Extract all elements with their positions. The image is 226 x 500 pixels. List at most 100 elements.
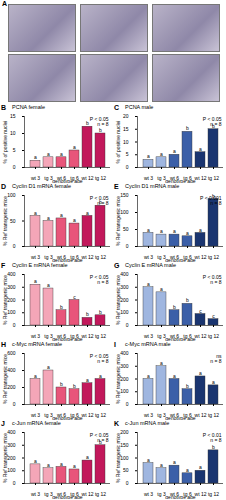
svg-text:20: 20 xyxy=(123,113,129,119)
svg-text:wt 3: wt 3 xyxy=(31,412,40,418)
svg-text:b: b xyxy=(60,381,63,387)
svg-text:300: 300 xyxy=(7,284,16,290)
svg-text:50: 50 xyxy=(10,218,16,224)
svg-text:150: 150 xyxy=(120,442,129,448)
svg-text:200: 200 xyxy=(120,376,129,382)
svg-text:a: a xyxy=(47,364,50,370)
svg-text:% Ref transgenic mice: % Ref transgenic mice xyxy=(115,196,121,246)
svg-text:0: 0 xyxy=(126,401,129,407)
svg-text:genotype age: genotype age xyxy=(52,257,83,263)
svg-text:a: a xyxy=(173,148,176,154)
svg-text:wt 3: wt 3 xyxy=(144,412,153,418)
svg-text:a: a xyxy=(73,144,76,150)
svg-text:tg 12: tg 12 xyxy=(208,333,219,339)
svg-text:wt 3: wt 3 xyxy=(31,254,40,260)
svg-text:50: 50 xyxy=(123,226,129,232)
svg-text:b: b xyxy=(86,311,89,317)
svg-text:a: a xyxy=(34,373,37,379)
svg-text:P < 0.05n = 8: P < 0.05n = 8 xyxy=(90,353,109,364)
svg-text:a: a xyxy=(160,228,163,234)
svg-text:a: a xyxy=(173,459,176,465)
svg-text:a: a xyxy=(147,227,150,233)
svg-text:tg 12: tg 12 xyxy=(208,254,219,260)
svg-text:a: a xyxy=(212,379,215,385)
svg-text:0: 0 xyxy=(126,243,129,249)
svg-text:wt 3: wt 3 xyxy=(144,333,153,339)
svg-text:% Ref transgenic mice: % Ref transgenic mice xyxy=(115,354,121,404)
svg-text:300: 300 xyxy=(120,284,129,290)
svg-text:genotype age: genotype age xyxy=(52,336,83,342)
svg-text:a: a xyxy=(60,151,63,157)
svg-text:0: 0 xyxy=(126,480,129,486)
svg-text:a: a xyxy=(34,210,37,216)
svg-text:10: 10 xyxy=(10,130,16,136)
svg-text:% Ref transgenic mice: % Ref transgenic mice xyxy=(2,354,8,404)
svg-text:400: 400 xyxy=(7,367,16,373)
svg-text:200: 200 xyxy=(7,384,16,390)
svg-text:b: b xyxy=(86,120,89,126)
svg-text:400: 400 xyxy=(7,429,16,435)
svg-text:0: 0 xyxy=(126,322,129,328)
svg-text:400: 400 xyxy=(7,271,16,277)
svg-text:b: b xyxy=(60,304,63,310)
svg-text:tg 12: tg 12 xyxy=(95,333,106,339)
svg-text:a: a xyxy=(47,215,50,221)
svg-text:wt 3: wt 3 xyxy=(31,175,40,181)
svg-text:a: a xyxy=(199,146,202,152)
svg-text:a: a xyxy=(47,151,50,157)
svg-text:wt 3: wt 3 xyxy=(144,491,153,497)
svg-text:b: b xyxy=(186,297,189,303)
svg-text:genotype age: genotype age xyxy=(52,415,83,421)
svg-text:b: b xyxy=(186,383,189,389)
svg-text:5: 5 xyxy=(13,147,16,153)
svg-text:tg 12: tg 12 xyxy=(95,412,106,418)
svg-text:15: 15 xyxy=(10,113,16,119)
svg-text:genotype age: genotype age xyxy=(165,415,196,421)
svg-text:100: 100 xyxy=(7,467,16,473)
svg-text:nsn = 8: nsn = 8 xyxy=(210,353,222,364)
svg-text:0: 0 xyxy=(126,164,129,170)
svg-text:% Ref transgenic mice: % Ref transgenic mice xyxy=(115,433,121,483)
svg-text:genotype age: genotype age xyxy=(165,494,196,500)
svg-text:400: 400 xyxy=(120,271,129,277)
svg-text:P < 0.05n = 8: P < 0.05n = 8 xyxy=(90,432,109,443)
svg-text:% Ref transgenic mice: % Ref transgenic mice xyxy=(115,275,121,325)
svg-text:a: a xyxy=(86,377,89,383)
svg-text:15: 15 xyxy=(123,126,129,132)
svg-text:100: 100 xyxy=(120,388,129,394)
svg-text:600: 600 xyxy=(7,350,16,356)
svg-text:a: a xyxy=(160,462,163,468)
svg-text:a: a xyxy=(86,210,89,216)
svg-text:a: a xyxy=(47,282,50,288)
svg-text:b: b xyxy=(212,444,215,450)
svg-text:a: a xyxy=(160,286,163,292)
svg-text:200: 200 xyxy=(7,297,16,303)
svg-text:wt 3: wt 3 xyxy=(31,491,40,497)
svg-text:c: c xyxy=(199,308,202,314)
svg-text:0: 0 xyxy=(13,243,16,249)
svg-text:a: a xyxy=(99,373,102,379)
svg-text:100: 100 xyxy=(120,455,129,461)
svg-text:0: 0 xyxy=(13,480,16,486)
svg-text:wt 3: wt 3 xyxy=(31,333,40,339)
svg-text:wt 12: wt 12 xyxy=(195,491,207,497)
svg-text:a: a xyxy=(34,458,37,464)
svg-text:a: a xyxy=(147,457,150,463)
svg-text:a: a xyxy=(34,278,37,284)
svg-text:0: 0 xyxy=(13,322,16,328)
svg-text:c: c xyxy=(212,313,215,319)
svg-text:P < 0.01n = 8: P < 0.01n = 8 xyxy=(203,432,222,443)
svg-text:a: a xyxy=(147,373,150,379)
svg-text:b: b xyxy=(99,309,102,315)
svg-text:wt 12: wt 12 xyxy=(195,254,207,260)
svg-text:150: 150 xyxy=(120,192,129,198)
svg-text:tg 12: tg 12 xyxy=(208,175,219,181)
svg-text:wt 12: wt 12 xyxy=(82,491,94,497)
svg-text:0: 0 xyxy=(13,164,16,170)
svg-text:b: b xyxy=(173,304,176,310)
svg-text:300: 300 xyxy=(120,363,129,369)
svg-text:P < 0.05n = 8: P < 0.05n = 8 xyxy=(90,195,109,206)
svg-text:400: 400 xyxy=(120,350,129,356)
svg-text:a: a xyxy=(147,281,150,287)
svg-text:a: a xyxy=(160,151,163,157)
